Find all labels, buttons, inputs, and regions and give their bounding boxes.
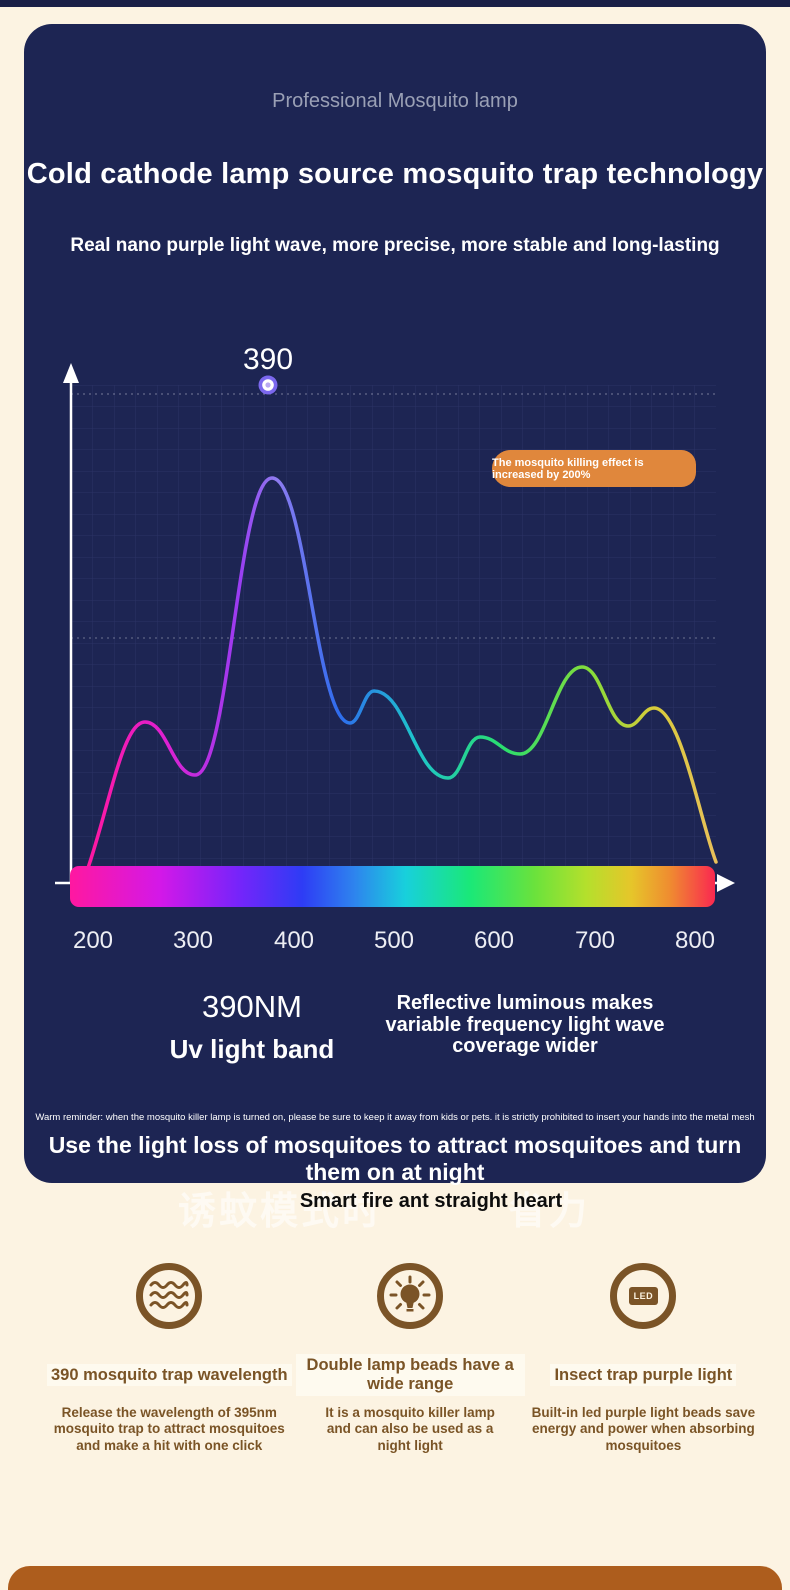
spectrum-plot: 390 [55, 343, 735, 907]
spectrum-chart: 390 The mosquito killing effect is incre… [45, 335, 745, 985]
feature-body: It is a mosquito killer lamp and can als… [325, 1405, 495, 1453]
y-axis-arrow-icon [63, 363, 79, 383]
feature-row: 390 mosquito trap wavelength Release the… [0, 1263, 790, 1454]
peak-label: 390 [243, 343, 293, 376]
chart-captions: 390NM Uv light band Reflective luminous … [24, 975, 766, 1095]
page-subtitle: Real nano purple light wave, more precis… [70, 235, 720, 256]
card-footer-text: Use the light loss of mosquitoes to attr… [48, 1132, 742, 1185]
led-icon: LED [610, 1263, 677, 1329]
peak-marker-icon [258, 375, 278, 395]
eyebrow-text: Professional Mosquito lamp [272, 90, 518, 112]
section-heading: Smart fire ant straight heart [299, 1190, 563, 1212]
bottom-section-bar [8, 1566, 782, 1590]
x-axis-ticks: 200 300 400 500 600 700 800 [45, 927, 745, 961]
uv-band-caption: Uv light band [169, 1034, 335, 1064]
effect-badge-label: The mosquito killing effect is increased… [492, 456, 644, 481]
coverage-caption: Reflective luminous makes variable frequ… [385, 992, 665, 1058]
feature-purple-light: LED Insect trap purple light Built-in le… [527, 1263, 760, 1454]
feature-title: 390 mosquito trap wavelength [47, 1353, 292, 1397]
watermark-left: 诱蚊模式时 [178, 1191, 384, 1233]
uv-band-stat: 390NM Uv light band [112, 989, 392, 1065]
tick-500: 500 [373, 927, 415, 954]
rainbow-wavelength-bar [70, 866, 715, 907]
x-axis-arrow-icon [717, 874, 735, 892]
uv-band-value: 390NM [202, 989, 302, 1024]
spectrum-curve [86, 476, 718, 870]
feature-title: Insect trap purple light [529, 1353, 758, 1397]
tick-200: 200 [72, 927, 114, 954]
tick-600: 600 [473, 927, 515, 954]
feature-body: Built-in led purple light beads save ene… [531, 1405, 756, 1453]
warning-text: Warm reminder: when the mosquito killer … [35, 1112, 755, 1123]
hero-card: Professional Mosquito lamp Cold cathode … [24, 24, 766, 1185]
bulb-icon [377, 1263, 444, 1329]
tick-300: 300 [172, 927, 214, 954]
feature-wavelength: 390 mosquito trap wavelength Release the… [45, 1263, 294, 1454]
effect-badge: The mosquito killing effect is increased… [492, 450, 696, 487]
top-cropped-band [0, 0, 790, 7]
feature-body: Release the wavelength of 395nm mosquito… [53, 1405, 285, 1453]
feature-title: Double lamp beads have a wide range [295, 1353, 525, 1397]
page-title: Cold cathode lamp source mosquito trap t… [26, 158, 764, 190]
tick-700: 700 [574, 927, 616, 954]
watermark-right: 省力 [508, 1191, 591, 1233]
led-chip-label: LED [628, 1287, 659, 1305]
tick-400: 400 [273, 927, 315, 954]
tick-800: 800 [674, 927, 716, 954]
feature-lamp-beads: Double lamp beads have a wide range It i… [294, 1263, 527, 1454]
waves-icon [136, 1263, 203, 1329]
